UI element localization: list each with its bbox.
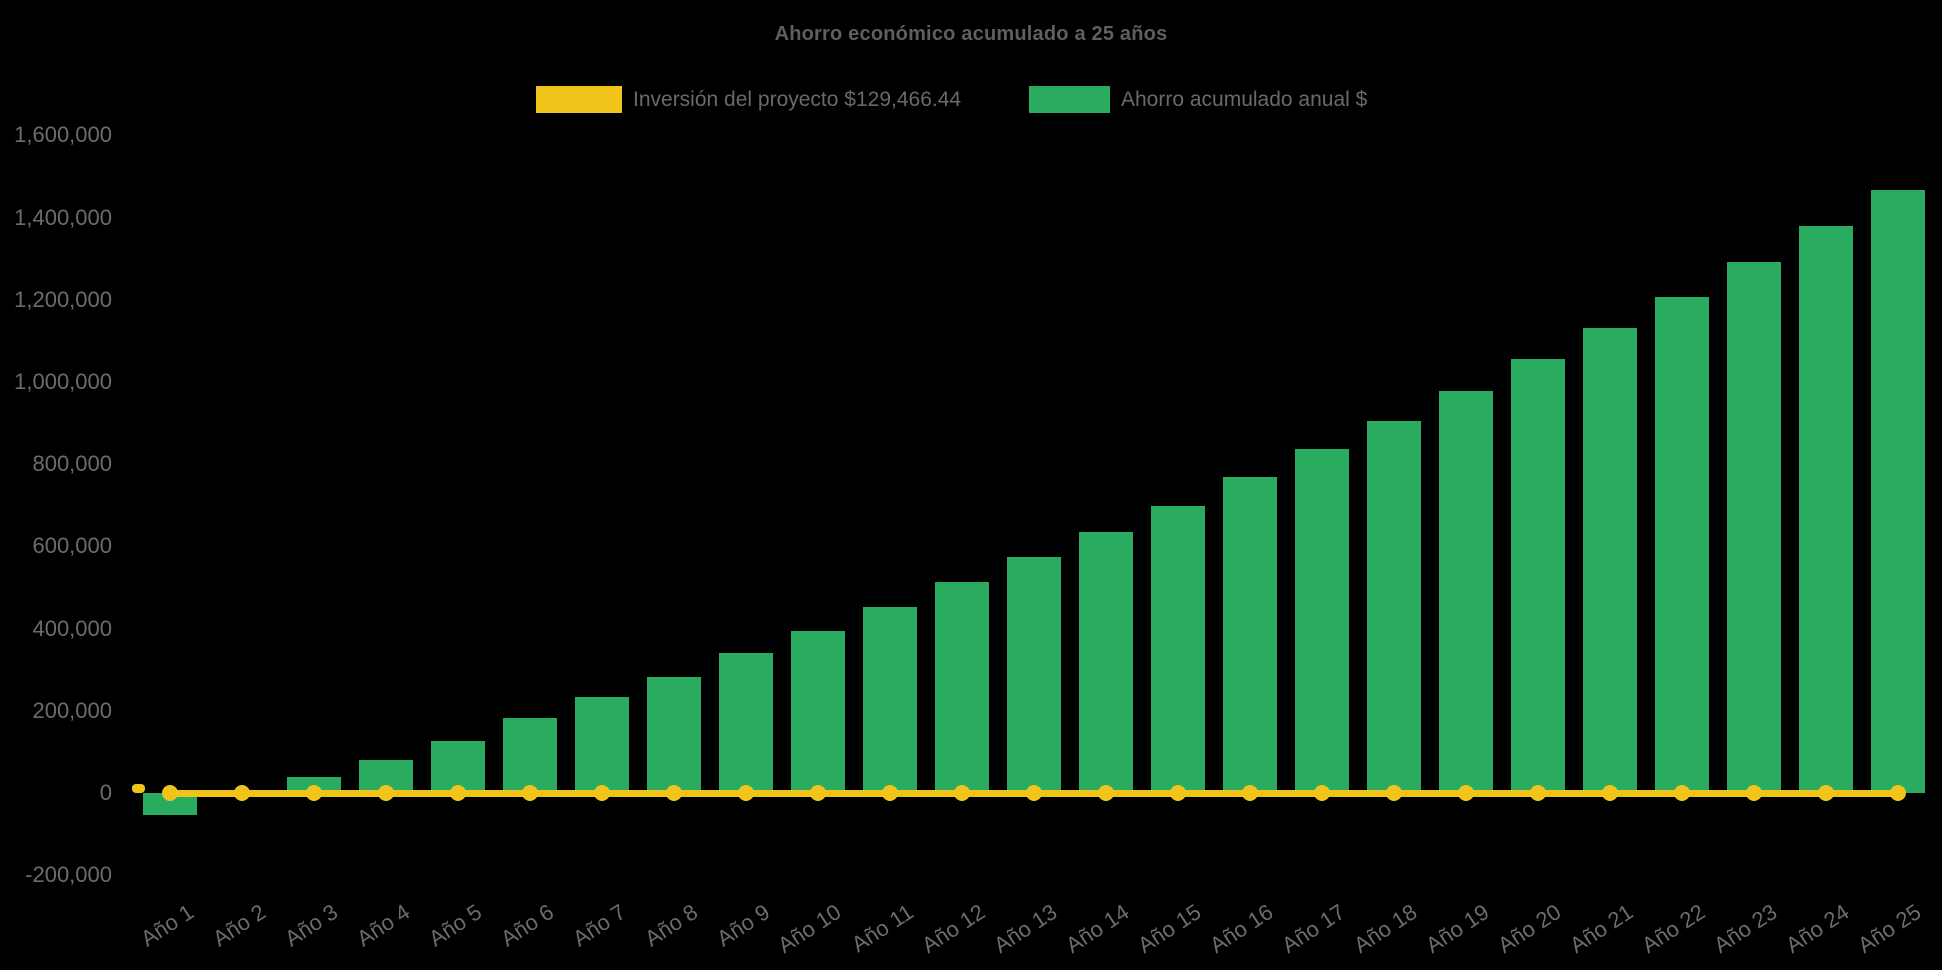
- y-axis-tick-label: 600,000: [32, 533, 112, 559]
- x-axis-tick-label: Año 22: [1637, 899, 1710, 958]
- x-axis-tick-label: Año 8: [639, 899, 702, 952]
- bar-año-21[interactable]: [1583, 327, 1637, 793]
- x-axis-tick-label: Año 21: [1565, 899, 1638, 958]
- bar-año-17[interactable]: [1295, 448, 1349, 793]
- investment-line-marker-23[interactable]: [1746, 785, 1762, 801]
- bar-año-25[interactable]: [1871, 190, 1925, 793]
- investment-line-marker-8[interactable]: [666, 785, 682, 801]
- y-axis-tick-label: -200,000: [25, 862, 112, 888]
- investment-line-marker-11[interactable]: [882, 785, 898, 801]
- x-axis-tick-label: Año 19: [1421, 899, 1494, 958]
- bar-año-1[interactable]: [143, 793, 197, 816]
- investment-line-marker-15[interactable]: [1170, 785, 1186, 801]
- bar-año-10[interactable]: [791, 630, 845, 793]
- bar-año-3[interactable]: [287, 776, 341, 793]
- bar-año-7[interactable]: [575, 696, 629, 793]
- bar-año-6[interactable]: [503, 717, 557, 793]
- x-axis-tick-label: Año 25: [1853, 899, 1926, 958]
- x-axis-tick-label: Año 2: [207, 899, 270, 952]
- bar-año-24[interactable]: [1799, 225, 1853, 793]
- investment-line-marker-5[interactable]: [450, 785, 466, 801]
- bar-año-16[interactable]: [1223, 477, 1277, 793]
- y-axis-tick-label: 1,600,000: [14, 122, 112, 148]
- investment-line-marker-2[interactable]: [234, 785, 250, 801]
- bar-año-8[interactable]: [647, 676, 701, 793]
- investment-line-marker-20[interactable]: [1530, 785, 1546, 801]
- investment-line-marker-21[interactable]: [1602, 785, 1618, 801]
- chart-title: Ahorro económico acumulado a 25 años: [774, 23, 1168, 45]
- x-axis-tick-label: Año 17: [1277, 899, 1350, 958]
- investment-line-marker-22[interactable]: [1674, 785, 1690, 801]
- x-axis-tick-label: Año 1: [135, 899, 198, 952]
- investment-line-marker-14[interactable]: [1098, 785, 1114, 801]
- bar-año-11[interactable]: [863, 607, 917, 793]
- x-axis-tick-label: Año 4: [351, 899, 414, 952]
- y-axis-tick-label: 1,400,000: [14, 204, 112, 230]
- bar-año-23[interactable]: [1727, 261, 1781, 793]
- x-axis-tick-label: Año 18: [1349, 899, 1422, 958]
- x-axis-tick-label: Año 10: [773, 899, 846, 958]
- investment-line-marker-12[interactable]: [954, 785, 970, 801]
- x-axis-tick-label: Año 7: [567, 899, 630, 952]
- bar-año-12[interactable]: [935, 582, 989, 793]
- x-axis-tick-label: Año 24: [1781, 899, 1854, 958]
- investment-line-marker-1[interactable]: [162, 785, 178, 801]
- x-axis-tick-label: Año 20: [1493, 899, 1566, 958]
- investment-line-marker-10[interactable]: [810, 785, 826, 801]
- legend-item-ahorro[interactable]: Ahorro acumulado anual $: [1029, 86, 1367, 113]
- x-axis-tick-label: Año 23: [1709, 899, 1782, 958]
- bar-año-5[interactable]: [431, 740, 485, 793]
- y-axis-tick-label: 0: [99, 780, 112, 805]
- investment-line-marker-9[interactable]: [738, 785, 754, 801]
- investment-line-marker-24[interactable]: [1818, 785, 1834, 801]
- bar-año-20[interactable]: [1511, 358, 1565, 793]
- y-axis-tick-label: 1,000,000: [14, 369, 112, 394]
- investment-line-marker-25[interactable]: [1890, 785, 1906, 801]
- x-axis-tick-label: Año 6: [495, 899, 558, 952]
- x-axis-tick-label: Año 3: [279, 899, 342, 952]
- investment-line-marker-4[interactable]: [378, 785, 394, 801]
- x-axis-tick-label: Año 12: [917, 899, 990, 958]
- y-axis-tick-label: 1,200,000: [14, 286, 112, 312]
- investment-line-marker-3[interactable]: [306, 785, 322, 801]
- bar-año-15[interactable]: [1151, 505, 1205, 793]
- x-axis-tick-label: Año 5: [423, 899, 486, 952]
- bar-año-18[interactable]: [1367, 420, 1421, 793]
- investment-line-edge-stub: [132, 784, 145, 793]
- bar-año-19[interactable]: [1439, 391, 1493, 793]
- investment-line-marker-19[interactable]: [1458, 785, 1474, 801]
- legend-label-ahorro: Ahorro acumulado anual $: [1121, 87, 1368, 111]
- x-axis-tick-label: Año 13: [989, 899, 1062, 958]
- investment-line-marker-16[interactable]: [1242, 785, 1258, 801]
- x-axis-tick-label: Año 14: [1061, 899, 1134, 958]
- bar-año-9[interactable]: [719, 652, 773, 793]
- legend-label-inversion: Inversión del proyecto $129,466.44: [633, 87, 962, 111]
- bar-año-14[interactable]: [1079, 531, 1133, 793]
- legend-swatch-green-icon: [1029, 86, 1110, 113]
- bar-año-13[interactable]: [1007, 557, 1061, 793]
- x-axis-tick-label: Año 11: [846, 899, 918, 958]
- y-axis-tick-label: 200,000: [32, 697, 112, 723]
- investment-line-marker-13[interactable]: [1026, 785, 1042, 801]
- investment-line-marker-6[interactable]: [522, 785, 538, 801]
- bar-año-22[interactable]: [1655, 296, 1709, 793]
- investment-line-marker-17[interactable]: [1314, 785, 1330, 801]
- y-axis-tick-label: 400,000: [32, 615, 112, 641]
- x-axis-tick-label: Año 16: [1205, 899, 1278, 958]
- x-axis-tick-label: Año 9: [711, 899, 774, 952]
- legend-swatch-yellow-icon: [536, 86, 622, 113]
- legend-item-inversion[interactable]: Inversión del proyecto $129,466.44: [536, 86, 961, 113]
- investment-line-marker-7[interactable]: [594, 785, 610, 801]
- y-axis-tick-label: 800,000: [32, 451, 112, 477]
- x-axis-tick-label: Año 15: [1133, 899, 1206, 958]
- investment-line-marker-18[interactable]: [1386, 785, 1402, 801]
